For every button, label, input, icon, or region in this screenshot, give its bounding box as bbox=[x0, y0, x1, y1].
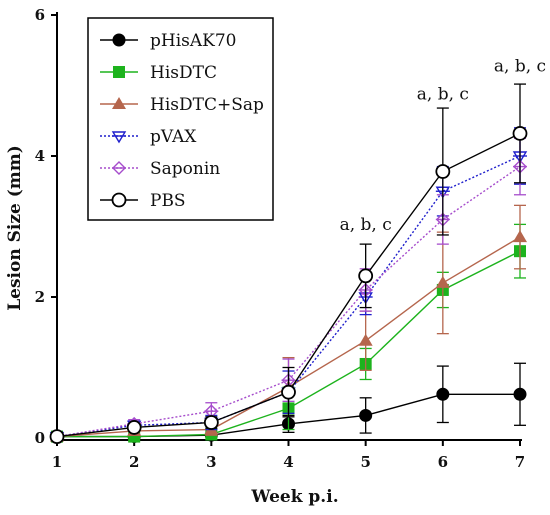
legend-item: pHisAK70 bbox=[100, 31, 236, 51]
significance-annotation: a, b, c bbox=[340, 215, 392, 235]
legend-marker bbox=[112, 33, 126, 47]
significance-annotation: a, b, c bbox=[494, 56, 546, 76]
y-tick-label: 2 bbox=[35, 288, 45, 306]
legend-marker bbox=[112, 97, 126, 109]
legend-marker bbox=[111, 131, 127, 144]
legend-item: PBS bbox=[100, 191, 186, 211]
x-tick-label: 4 bbox=[283, 453, 293, 471]
data-point bbox=[513, 387, 527, 401]
y-tick-label: 4 bbox=[35, 147, 45, 165]
legend-item: HisDTC+Sap bbox=[100, 95, 264, 115]
ticks: 1 2 3 4 5 6 7 0 2 4 6 bbox=[35, 6, 526, 471]
legend-box bbox=[87, 17, 274, 221]
legend-marker-shape bbox=[111, 131, 127, 144]
data-point bbox=[359, 408, 373, 422]
x-tick-label: 7 bbox=[515, 453, 525, 471]
y-tick-label: 6 bbox=[35, 6, 45, 24]
annotations: a, b, c a, b, c a, b, c bbox=[340, 56, 546, 235]
x-tick-label: 6 bbox=[438, 453, 448, 471]
legend-label: pHisAK70 bbox=[150, 31, 236, 51]
x-tick-label: 3 bbox=[206, 453, 216, 471]
legend-marker bbox=[112, 161, 126, 175]
data-point bbox=[435, 164, 451, 179]
data-point bbox=[49, 429, 65, 444]
data-point bbox=[436, 387, 450, 401]
legend-marker bbox=[111, 192, 127, 208]
significance-annotation: a, b, c bbox=[417, 85, 469, 105]
data-point bbox=[513, 230, 527, 243]
series-pbs bbox=[49, 83, 528, 444]
data-point bbox=[512, 126, 528, 141]
x-tick-label: 2 bbox=[129, 453, 139, 471]
data-point bbox=[358, 333, 373, 346]
data-point bbox=[281, 384, 296, 400]
x-axis-title: Week p.i. bbox=[250, 487, 338, 507]
legend-label: HisDTC+Sap bbox=[150, 95, 264, 115]
x-tick-label: 5 bbox=[360, 453, 370, 471]
y-tick-label: 0 bbox=[35, 429, 45, 447]
data-point bbox=[435, 275, 450, 288]
legend-label: HisDTC bbox=[150, 63, 217, 83]
legend: pHisAK70 HisDTC HisDTC+Sap pVAX Saponin PBS bbox=[87, 17, 274, 221]
series-layer bbox=[49, 83, 528, 444]
data-point bbox=[126, 420, 142, 435]
legend-item: Saponin bbox=[100, 159, 220, 179]
data-point bbox=[203, 415, 219, 430]
y-axis-title: Lesion Size (mm) bbox=[5, 145, 25, 311]
legend-item: HisDTC bbox=[100, 63, 217, 83]
legend-label: PBS bbox=[150, 191, 186, 211]
legend-marker bbox=[113, 66, 125, 78]
legend-label: pVAX bbox=[150, 127, 197, 147]
legend-label: Saponin bbox=[150, 159, 220, 179]
legend-marker-shape bbox=[112, 161, 126, 175]
x-tick-label: 1 bbox=[52, 453, 62, 471]
legend-item: pVAX bbox=[100, 127, 197, 147]
data-point bbox=[358, 268, 374, 284]
